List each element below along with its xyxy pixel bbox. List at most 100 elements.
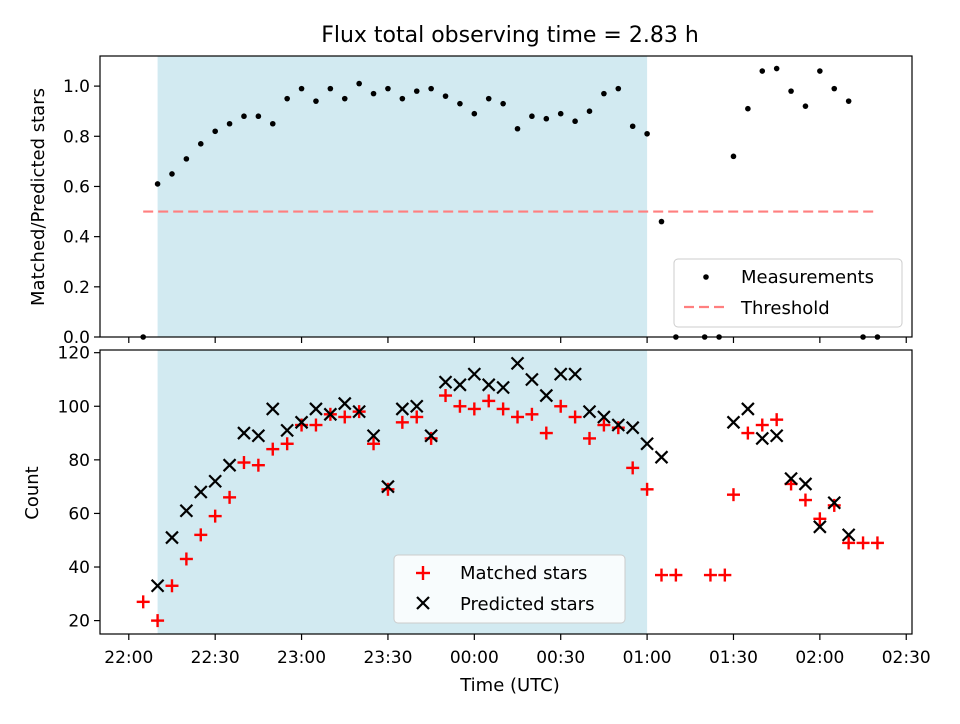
predicted-star-point — [726, 415, 741, 430]
matched-star-point — [453, 399, 467, 413]
matched-star-point — [813, 512, 827, 526]
matched-star-point — [597, 418, 611, 432]
x-tick-label: 22:00 — [104, 648, 153, 668]
x-tick-label: 01:00 — [623, 648, 672, 668]
predicted-star-point — [784, 471, 798, 486]
predicted-star-point — [798, 477, 813, 491]
measurement-point — [241, 113, 247, 120]
matched-star-point — [381, 482, 395, 496]
matched-star-point — [251, 458, 265, 472]
matched-star-point — [611, 421, 625, 435]
measurement-point — [370, 90, 377, 97]
bottom-panel: 20 40 60 80 100 120 22:00 22:30 23:00 23:30 00:00… — [22, 344, 931, 696]
matched-star-point — [856, 536, 870, 550]
measurement-point — [601, 90, 607, 97]
measurement-point — [154, 181, 161, 187]
y-tick-label: 0.4 — [63, 228, 90, 248]
matched-star-point — [525, 407, 539, 421]
measurement-point — [730, 153, 737, 160]
matched-star-point — [223, 490, 237, 504]
bottom-x-ticks: 22:00 22:30 23:00 23:30 00:00 00:30 01:00 01:30… — [104, 634, 931, 668]
predicted-star-point — [150, 578, 165, 593]
matched-stars-points — [136, 389, 884, 628]
x-tick-label: 00:30 — [536, 648, 585, 668]
matched-star-point — [280, 437, 294, 451]
bottom-y-ticks: 20 40 60 80 100 120 — [58, 344, 100, 632]
predicted-star-point — [280, 423, 294, 438]
measurement-point — [399, 95, 406, 102]
top-x-ticks — [128, 337, 907, 343]
measurement-point — [644, 130, 650, 137]
y-tick-label: 0.2 — [63, 278, 90, 298]
predicted-star-point — [625, 420, 640, 435]
predicted-star-point — [741, 402, 755, 416]
matched-star-point — [395, 415, 409, 429]
matched-star-point — [554, 399, 568, 413]
predicted-stars-points — [150, 356, 856, 593]
measurement-point — [572, 118, 578, 125]
measurement-point — [500, 100, 506, 107]
predicted-star-point — [597, 410, 611, 424]
matched-star-point — [424, 431, 438, 445]
measurement-point — [284, 95, 290, 102]
measurement-point — [385, 85, 391, 92]
matched-star-point — [568, 410, 582, 424]
x-axis-label: Time (UTC) — [459, 675, 560, 696]
matched-star-point — [266, 442, 280, 456]
matched-star-point — [338, 410, 352, 424]
measurement-point — [255, 113, 262, 120]
predicted-star-point — [194, 485, 208, 499]
matched-star-point — [640, 482, 654, 496]
measurement-point — [457, 100, 463, 107]
top-y-ticks: 0.0 0.2 0.4 0.6 0.8 1.0 — [63, 77, 100, 348]
predicted-star-point — [424, 428, 438, 443]
measurement-point — [269, 120, 276, 127]
predicted-star-point — [525, 372, 539, 387]
matched-star-point — [703, 568, 717, 582]
matched-star-point — [367, 437, 381, 451]
top-panel: 0.0 0.2 0.4 0.6 0.8 1.0 Matched/Predicted sta… — [28, 55, 913, 348]
predicted-star-point — [568, 367, 582, 381]
predicted-star-point — [309, 402, 323, 416]
matched-star-point — [654, 568, 668, 582]
measurement-point — [817, 68, 823, 74]
measurement-point — [773, 65, 780, 72]
matched-star-point — [496, 402, 510, 416]
predicted-star-point — [438, 375, 453, 389]
x-tick-label: 23:00 — [277, 648, 326, 668]
legend-measurements-marker — [703, 274, 709, 280]
measurement-point — [557, 110, 564, 117]
predicted-star-point — [366, 428, 381, 443]
measurement-point — [485, 95, 492, 102]
matched-star-point — [770, 413, 784, 427]
legend-predicted-marker — [416, 596, 430, 610]
x-tick-label: 23:30 — [363, 648, 412, 668]
predicted-star-point — [337, 396, 352, 411]
predicted-star-point — [237, 426, 251, 440]
measurement-point — [845, 98, 852, 104]
predicted-star-point — [539, 388, 554, 403]
predicted-star-point — [395, 402, 410, 416]
matched-star-point — [309, 418, 323, 432]
matched-star-point — [726, 488, 740, 502]
measurement-point — [802, 103, 809, 109]
measurement-point — [341, 95, 348, 102]
bottom-legend-box — [393, 554, 626, 624]
chart-title: Flux total observing time = 2.83 h — [321, 23, 699, 48]
measurement-point — [327, 85, 334, 92]
y-tick-label: 80 — [68, 451, 90, 471]
measurement-point — [514, 125, 521, 132]
predicted-star-point — [453, 378, 467, 392]
legend-matched-marker — [416, 566, 430, 580]
matched-star-point — [194, 528, 208, 542]
bottom-axes-frame — [99, 349, 913, 635]
legend-predicted-label: Predicted stars — [460, 594, 594, 615]
legend-threshold-label: Threshold — [740, 298, 830, 319]
measurement-point — [586, 108, 593, 114]
predicted-star-point — [841, 528, 856, 542]
predicted-star-point — [208, 474, 222, 489]
y-tick-label: 100 — [58, 397, 90, 417]
matched-star-point — [798, 493, 812, 507]
predicted-star-point — [323, 407, 338, 422]
